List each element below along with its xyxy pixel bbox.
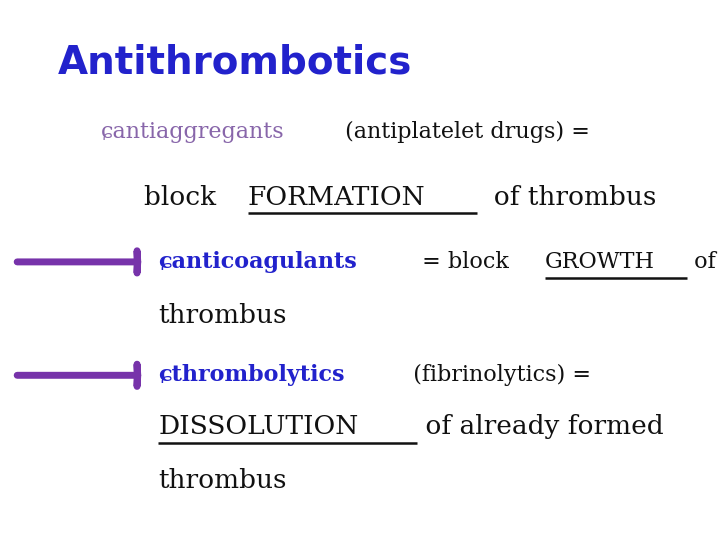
- Text: GROWTH: GROWTH: [545, 251, 655, 273]
- Text: Antithrombotics: Antithrombotics: [58, 43, 412, 81]
- Text: FORMATION: FORMATION: [248, 185, 426, 210]
- Text: thrombus: thrombus: [158, 303, 287, 328]
- Text: of already formed: of already formed: [417, 414, 663, 439]
- Text: (antiplatelet drugs) =: (antiplatelet drugs) =: [338, 122, 597, 143]
- Text: block: block: [144, 185, 225, 210]
- Text: thrombus: thrombus: [158, 468, 287, 493]
- Text: ɕthrombolytics: ɕthrombolytics: [158, 364, 345, 386]
- Text: = block: = block: [415, 251, 516, 273]
- Text: of: of: [687, 251, 716, 273]
- Text: of thrombus: of thrombus: [477, 185, 657, 210]
- Text: ɕantiaggregants: ɕantiaggregants: [101, 122, 284, 143]
- Text: (fibrinolytics) =: (fibrinolytics) =: [399, 364, 598, 386]
- Text: ɕanticoagulants: ɕanticoagulants: [158, 251, 357, 273]
- Text: DISSOLUTION: DISSOLUTION: [158, 414, 359, 439]
